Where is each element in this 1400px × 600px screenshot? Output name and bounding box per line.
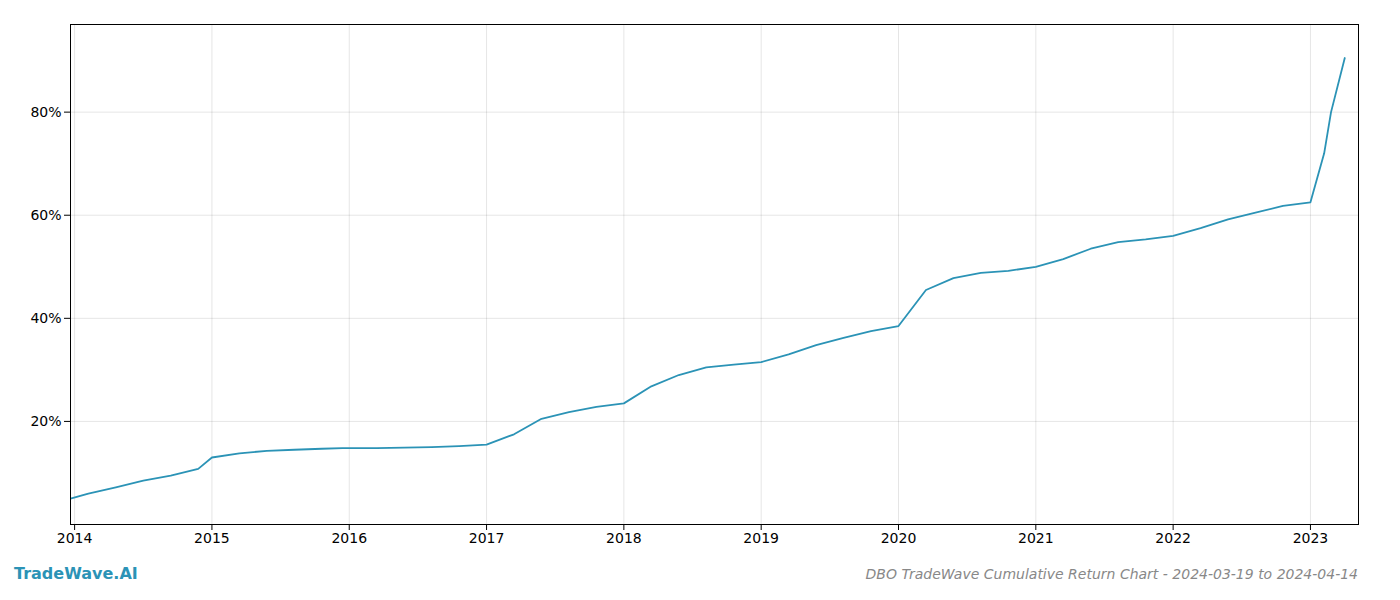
svg-text:2023: 2023 xyxy=(1293,530,1329,546)
svg-text:60%: 60% xyxy=(30,207,61,223)
svg-text:2017: 2017 xyxy=(469,530,505,546)
html-text:TradeWave.AI: TradeWave.AI xyxy=(14,564,138,583)
html-text:DBO TradeWave Cumulative Retur: DBO TradeWave Cumulative Return Chart - … xyxy=(865,566,1358,582)
svg-text:2018: 2018 xyxy=(606,530,642,546)
svg-text:2022: 2022 xyxy=(1155,530,1191,546)
svg-text:80%: 80% xyxy=(30,104,61,120)
svg-text:2015: 2015 xyxy=(194,530,230,546)
svg-text:20%: 20% xyxy=(30,413,61,429)
svg-text:2021: 2021 xyxy=(1018,530,1054,546)
svg-text:2019: 2019 xyxy=(743,530,779,546)
svg-text:40%: 40% xyxy=(30,310,61,326)
svg-text:2016: 2016 xyxy=(331,530,367,546)
svg-text:2020: 2020 xyxy=(881,530,917,546)
svg-text:2014: 2014 xyxy=(57,530,93,546)
